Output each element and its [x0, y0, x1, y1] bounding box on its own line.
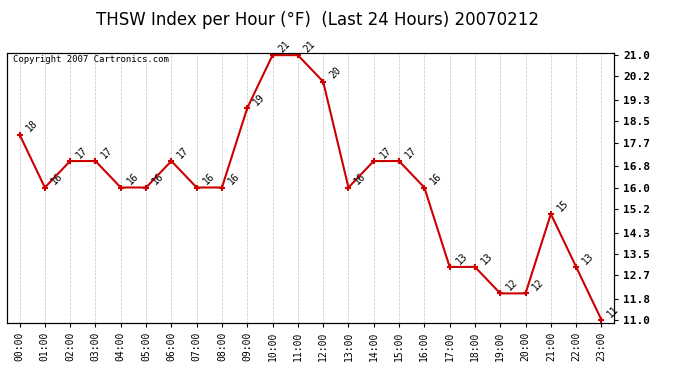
- Text: 20: 20: [327, 66, 343, 81]
- Text: 13: 13: [580, 251, 595, 266]
- Text: 21: 21: [302, 39, 317, 54]
- Text: 16: 16: [428, 171, 444, 187]
- Text: 13: 13: [479, 251, 495, 266]
- Text: 12: 12: [504, 277, 520, 292]
- Text: 16: 16: [201, 171, 216, 187]
- Text: 19: 19: [251, 92, 267, 107]
- Text: 16: 16: [150, 171, 166, 187]
- Text: 13: 13: [454, 251, 469, 266]
- Text: 21: 21: [277, 39, 292, 54]
- Text: 16: 16: [353, 171, 368, 187]
- Text: 16: 16: [49, 171, 64, 187]
- Text: 16: 16: [226, 171, 242, 187]
- Text: 17: 17: [403, 145, 419, 160]
- Text: 17: 17: [99, 145, 115, 160]
- Text: Copyright 2007 Cartronics.com: Copyright 2007 Cartronics.com: [13, 55, 169, 64]
- Text: 17: 17: [175, 145, 191, 160]
- Text: 17: 17: [75, 145, 90, 160]
- Text: 17: 17: [378, 145, 393, 160]
- Text: 11: 11: [606, 304, 621, 319]
- Text: 18: 18: [23, 118, 39, 134]
- Text: THSW Index per Hour (°F)  (Last 24 Hours) 20070212: THSW Index per Hour (°F) (Last 24 Hours)…: [96, 11, 539, 29]
- Text: 15: 15: [555, 198, 571, 213]
- Text: 12: 12: [530, 277, 545, 292]
- Text: 16: 16: [125, 171, 140, 187]
